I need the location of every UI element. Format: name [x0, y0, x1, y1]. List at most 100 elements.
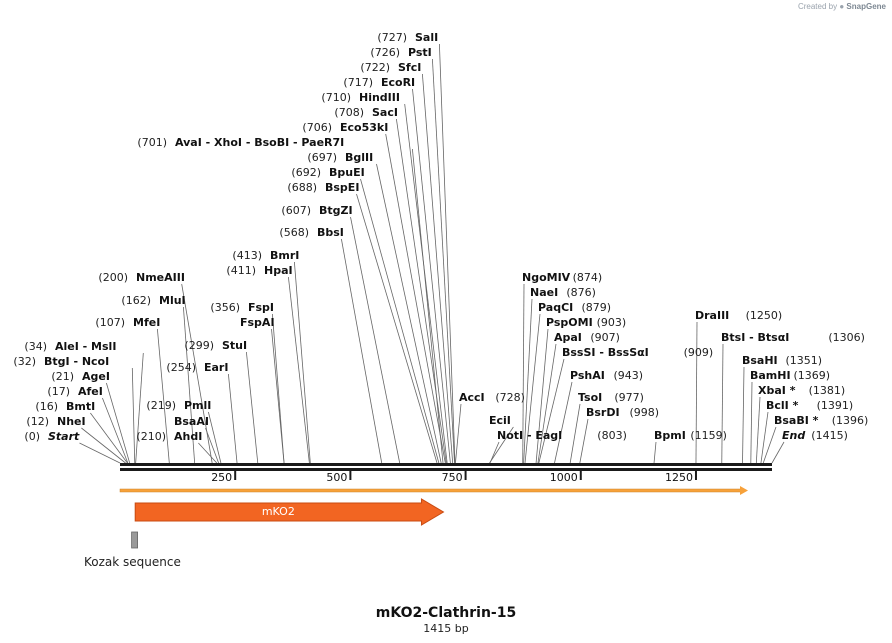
restriction-site[interactable]: NheI (12) — [26, 415, 85, 428]
site-name[interactable]: MfeI — [133, 316, 160, 329]
restriction-site[interactable]: EarI (254) — [166, 361, 228, 374]
site-name[interactable]: PstI — [408, 46, 432, 59]
restriction-site[interactable]: BtsI - BtsαI (1306) — [721, 331, 865, 344]
site-name[interactable]: BspEI — [325, 181, 359, 194]
restriction-site[interactable]: BglII (697) — [307, 151, 373, 164]
restriction-site[interactable]: XbaI * (1381) — [758, 384, 845, 397]
site-name[interactable]: BsaAI — [174, 415, 209, 428]
restriction-site[interactable]: SacI (708) — [334, 106, 398, 119]
site-name[interactable]: StuI — [222, 339, 247, 352]
restriction-site[interactable]: BssSI - BssSαI (909) — [562, 346, 713, 359]
restriction-site[interactable]: BtgI - NcoI (32) — [13, 355, 109, 368]
site-name[interactable]: BssSI - BssSαI — [562, 346, 649, 359]
restriction-site[interactable]: AccI (728) — [459, 391, 525, 404]
site-name[interactable]: Start — [48, 430, 80, 443]
site-name[interactable]: BtsI - BtsαI — [721, 331, 789, 344]
site-name[interactable]: BsrDI — [586, 406, 620, 419]
restriction-site[interactable]: FspAI — [240, 316, 275, 329]
site-name[interactable]: BtgZI — [319, 204, 353, 217]
site-name[interactable]: BclI * — [766, 399, 799, 412]
restriction-site[interactable]: BbsI (568) — [279, 226, 344, 239]
restriction-site[interactable]: StuI (299) — [184, 339, 247, 352]
restriction-site[interactable]: AleI - MslI (34) — [24, 340, 116, 353]
restriction-site[interactable]: MfeI (107) — [95, 316, 160, 329]
site-name[interactable]: NheI — [57, 415, 86, 428]
restriction-site[interactable]: BpmI (1159) — [654, 429, 727, 442]
restriction-site[interactable]: BsaBI * (1396) — [774, 414, 868, 427]
restriction-site[interactable]: PshAI (943) — [570, 369, 643, 382]
restriction-site[interactable]: EciI — [489, 414, 511, 427]
restriction-site[interactable]: BsrDI (998) — [586, 406, 659, 419]
restriction-site[interactable]: BspEI (688) — [287, 181, 359, 194]
site-name[interactable]: MluI — [159, 294, 186, 307]
restriction-site[interactable]: BamHI (1369) — [750, 369, 830, 382]
restriction-site[interactable]: Start (0) — [24, 430, 80, 443]
site-name[interactable]: BglII — [345, 151, 373, 164]
restriction-site[interactable]: AvaI - XhoI - BsoBI - PaeR7I (701) — [137, 136, 344, 149]
site-name[interactable]: HindIII — [359, 91, 400, 104]
site-name[interactable]: BsaBI * — [774, 414, 819, 427]
mko2-feature-arrow[interactable] — [134, 498, 445, 526]
site-name[interactable]: FspAI — [240, 316, 275, 329]
restriction-site[interactable]: AgeI (21) — [51, 370, 110, 383]
site-name[interactable]: EciI — [489, 414, 511, 427]
restriction-site[interactable]: NaeI (876) — [530, 286, 596, 299]
site-name[interactable]: EcoRI — [381, 76, 415, 89]
site-name[interactable]: NaeI — [530, 286, 558, 299]
site-name[interactable]: BtgI - NcoI — [44, 355, 109, 368]
site-name[interactable]: BmtI — [66, 400, 95, 413]
restriction-site[interactable]: PstI (726) — [370, 46, 431, 59]
site-name[interactable]: FspI — [248, 301, 274, 314]
restriction-site[interactable]: HindIII (710) — [321, 91, 400, 104]
restriction-site[interactable]: PmlI (219) — [146, 399, 211, 412]
site-name[interactable]: End — [782, 429, 805, 442]
restriction-site[interactable]: BsaAI — [174, 415, 209, 428]
restriction-site[interactable]: BtgZI (607) — [281, 204, 352, 217]
site-name[interactable]: EarI — [204, 361, 228, 374]
site-name[interactable]: SalI — [415, 31, 438, 44]
site-name[interactable]: NgoMIV — [522, 271, 571, 284]
restriction-site[interactable]: MluI (162) — [121, 294, 185, 307]
site-name[interactable]: PmlI — [184, 399, 211, 412]
site-name[interactable]: BsaHI — [742, 354, 778, 367]
site-name[interactable]: BbsI — [317, 226, 344, 239]
site-name[interactable]: DraIII — [695, 309, 729, 322]
site-name[interactable]: PspOMI — [546, 316, 593, 329]
site-name[interactable]: HpaI — [264, 264, 293, 277]
site-name[interactable]: NmeAIII — [136, 271, 185, 284]
restriction-site[interactable]: BclI * (1391) — [766, 399, 853, 412]
site-name[interactable]: AfeI — [78, 385, 103, 398]
restriction-site[interactable]: DraIII (1250) — [695, 309, 782, 322]
site-name[interactable]: ApaI — [554, 331, 582, 344]
restriction-site[interactable]: BsaHI (1351) — [742, 354, 822, 367]
site-name[interactable]: PaqCI — [538, 301, 573, 314]
restriction-site[interactable]: End (1415) — [782, 429, 848, 442]
site-name[interactable]: BamHI — [750, 369, 791, 382]
kozak-feature-box[interactable] — [131, 531, 138, 549]
site-name[interactable]: XbaI * — [758, 384, 796, 397]
site-name[interactable]: AgeI — [82, 370, 110, 383]
site-name[interactable]: AleI - MslI — [55, 340, 116, 353]
restriction-site[interactable]: AfeI (17) — [47, 385, 102, 398]
site-name[interactable]: NotI - EagI — [497, 429, 562, 442]
site-name[interactable]: BmrI — [270, 249, 299, 262]
restriction-site[interactable]: SalI (727) — [377, 31, 438, 44]
restriction-site[interactable]: Eco53kI (706) — [302, 121, 388, 134]
restriction-site[interactable]: BmrI (413) — [232, 249, 299, 262]
site-name[interactable]: TsoI — [578, 391, 602, 404]
restriction-site[interactable]: NgoMIV (874) — [522, 271, 602, 284]
restriction-site[interactable]: SfcI (722) — [360, 61, 421, 74]
site-name[interactable]: BpmI — [654, 429, 686, 442]
site-name[interactable]: BpuEI — [329, 166, 365, 179]
restriction-site[interactable]: AhdI (210) — [136, 430, 202, 443]
restriction-site[interactable]: NmeAIII (200) — [98, 271, 185, 284]
restriction-site[interactable]: PspOMI (903) — [546, 316, 626, 329]
feature-mko2[interactable]: mKO2 — [134, 498, 445, 526]
restriction-site[interactable]: NotI - EagI (803) — [497, 429, 627, 442]
site-name[interactable]: AhdI — [174, 430, 202, 443]
site-name[interactable]: SacI — [372, 106, 398, 119]
restriction-site[interactable]: EcoRI (717) — [343, 76, 415, 89]
site-name[interactable]: Eco53kI — [340, 121, 388, 134]
restriction-site[interactable]: PaqCI (879) — [538, 301, 611, 314]
site-name[interactable]: AvaI - XhoI - BsoBI - PaeR7I — [175, 136, 344, 149]
